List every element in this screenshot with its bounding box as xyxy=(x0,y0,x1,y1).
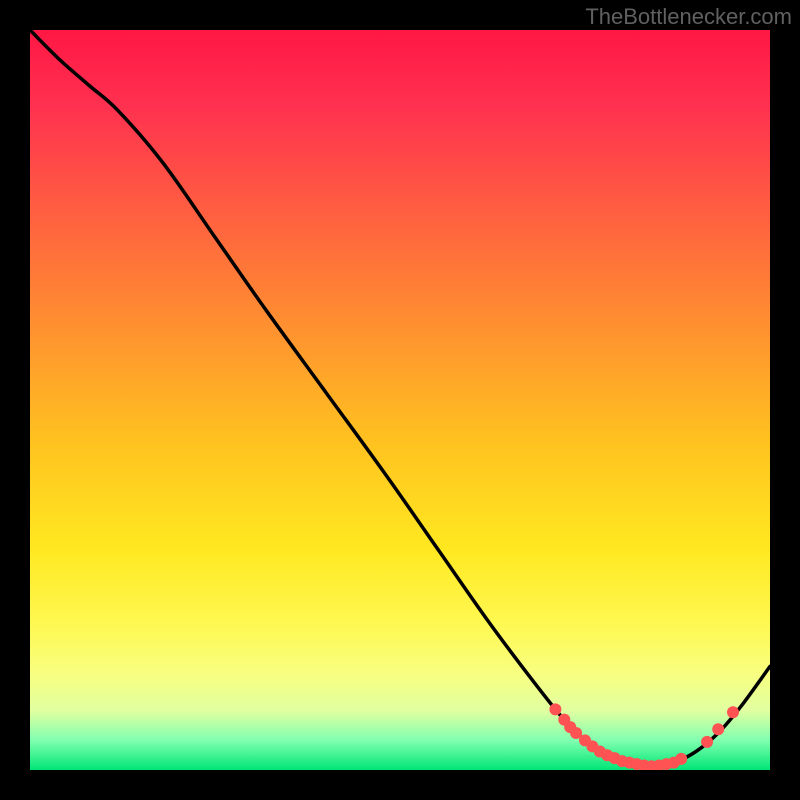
marker-dot xyxy=(675,753,687,765)
chart-background xyxy=(30,30,770,770)
chart-area xyxy=(30,30,770,770)
marker-dot xyxy=(701,736,713,748)
marker-dot xyxy=(712,723,724,735)
chart-svg xyxy=(30,30,770,770)
marker-dot xyxy=(549,703,561,715)
watermark-text: TheBottlenecker.com xyxy=(585,4,792,30)
marker-dot xyxy=(727,706,739,718)
